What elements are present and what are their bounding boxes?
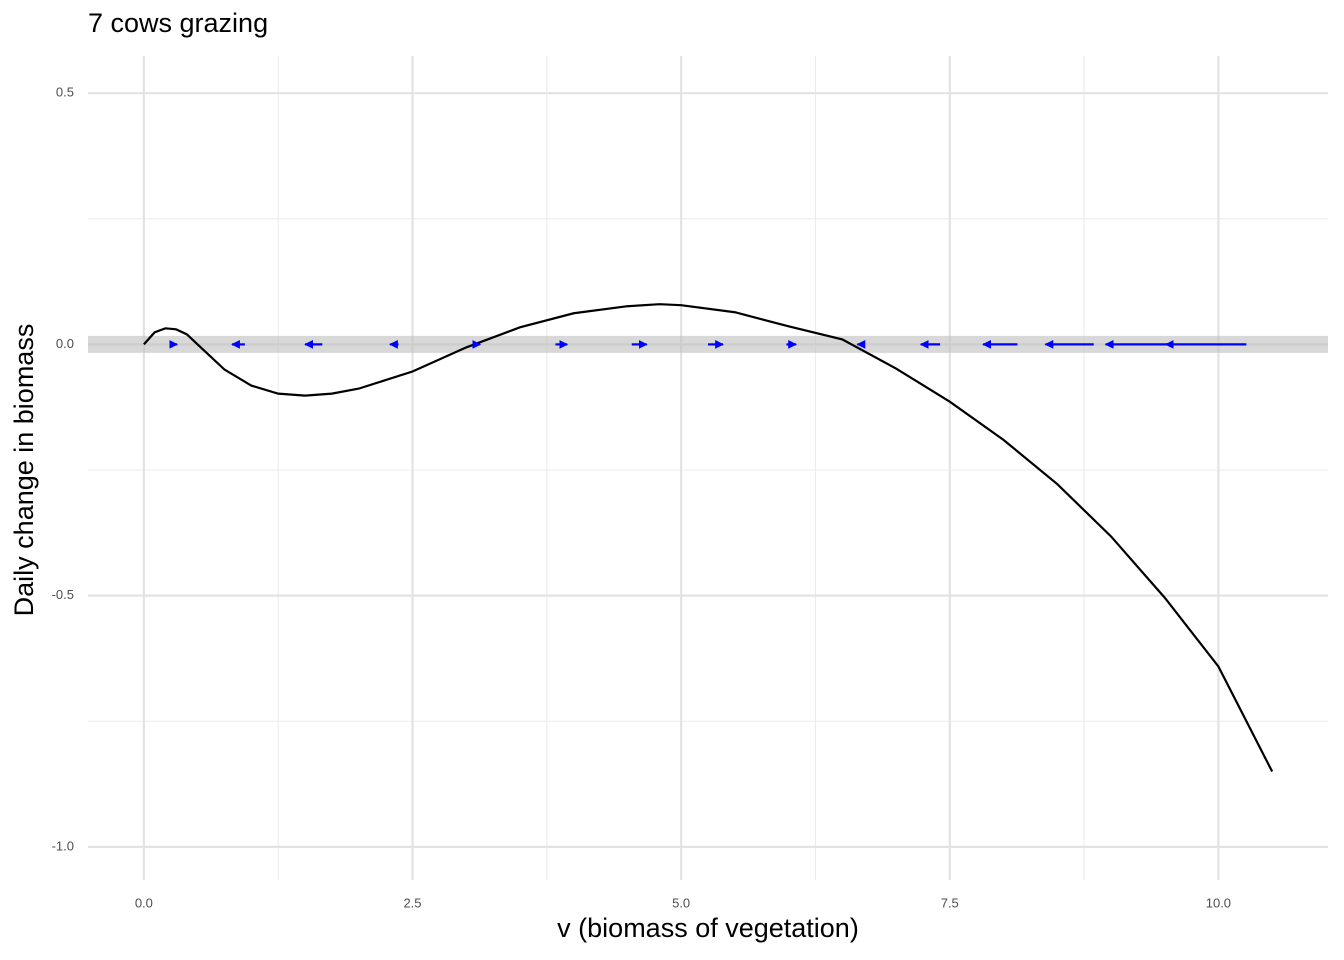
x-tick-label: 0.0 xyxy=(135,895,153,910)
x-tick-label: 2.5 xyxy=(403,895,421,910)
x-tick-label: 5.0 xyxy=(672,895,690,910)
x-tick-label: 10.0 xyxy=(1206,895,1231,910)
curve xyxy=(143,303,1274,772)
y-tick-label: -0.5 xyxy=(52,587,74,602)
x-tick-label: 7.5 xyxy=(941,895,959,910)
y-axis-title: Daily change in biomass xyxy=(9,324,39,617)
y-tick-label: -1.0 xyxy=(52,838,74,853)
chart-title: 7 cows grazing xyxy=(88,8,268,38)
y-tick-label: 0.5 xyxy=(56,85,74,100)
x-axis-title: v (biomass of vegetation) xyxy=(557,913,859,943)
y-tick-label: 0.0 xyxy=(56,336,74,351)
